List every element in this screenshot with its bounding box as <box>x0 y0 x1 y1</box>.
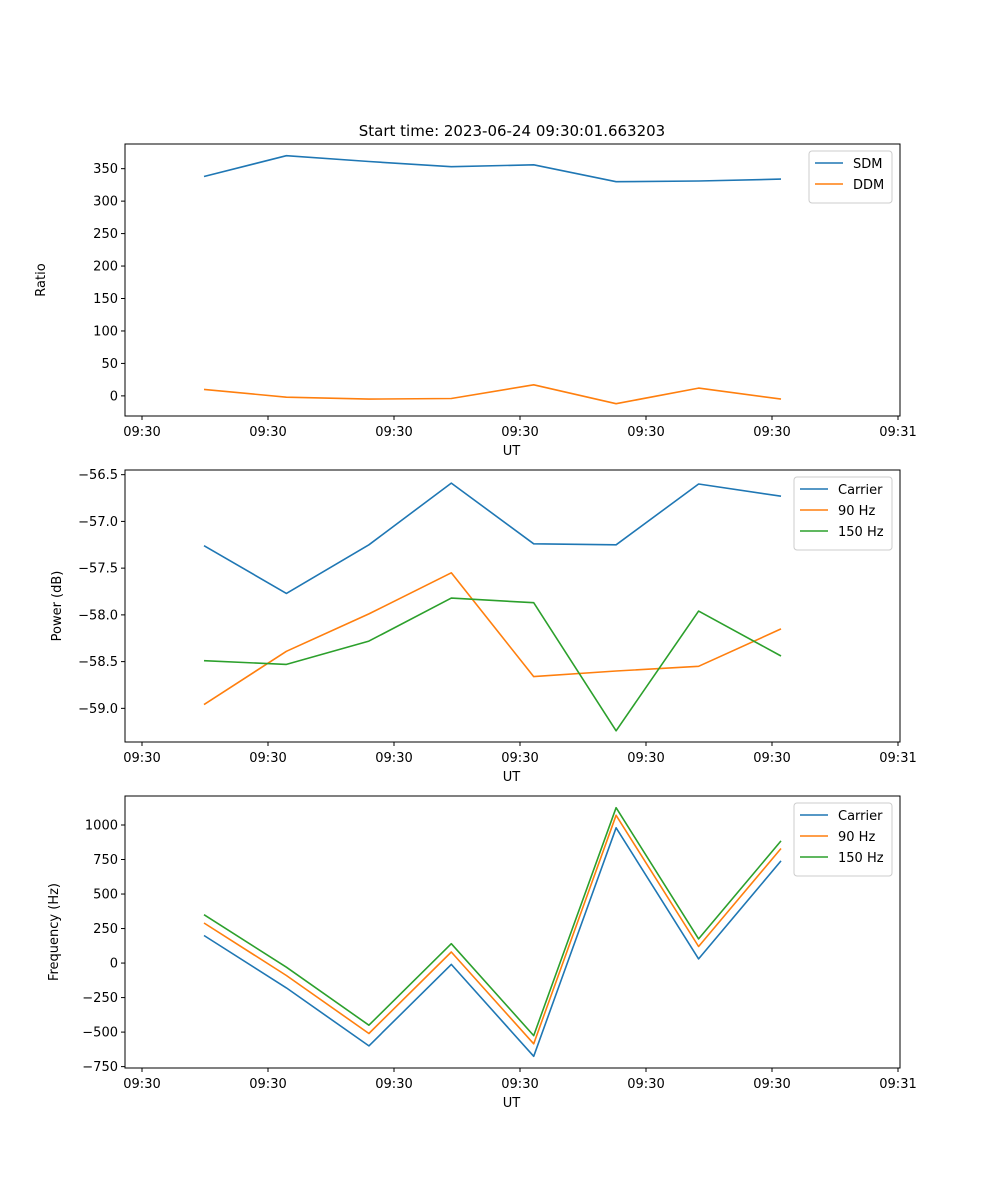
y-tick-label: −500 <box>82 1026 118 1041</box>
y-tick-label: −58.0 <box>78 608 118 623</box>
legend: SDM DDM <box>808 150 893 204</box>
axes-frame <box>124 143 901 417</box>
axes-frame <box>124 795 901 1069</box>
y-tick-label: −750 <box>82 1060 118 1075</box>
y-tick-label: 250 <box>93 922 118 937</box>
x-axis-label: UT <box>503 770 521 785</box>
panels: 09:30 09:30 09:30 09:30 09:30 09:30 09:31 0 50 10… <box>34 143 917 1111</box>
y-tick-label: −57.5 <box>78 562 118 577</box>
series-line-carrier <box>203 826 782 1058</box>
series-line-150-hz <box>203 806 782 1037</box>
x-tick-label: 09:30 <box>123 425 160 440</box>
y-tick-label: 0 <box>110 957 118 972</box>
y-tick-label: 750 <box>93 853 118 868</box>
y-tick-label: 0 <box>110 389 118 404</box>
x-tick-label: 09:31 <box>879 751 916 766</box>
legend-label: DDM <box>853 178 884 193</box>
series-line-carrier <box>203 482 782 595</box>
x-tick-label: 09:30 <box>249 425 286 440</box>
series-line-ddm <box>203 383 782 405</box>
y-axis-label: Power (dB) <box>50 571 65 642</box>
legend: Carrier 90 Hz 150 Hz <box>793 802 893 877</box>
legend-label: Carrier <box>838 483 883 498</box>
y-tick-label: 1000 <box>85 818 118 833</box>
y-tick-label: −57.0 <box>78 515 118 530</box>
x-tick-label: 09:30 <box>375 1077 412 1092</box>
x-tick-label: 09:30 <box>501 1077 538 1092</box>
x-tick-label: 09:30 <box>123 751 160 766</box>
x-tick-label: 09:31 <box>879 1077 916 1092</box>
x-tick-label: 09:30 <box>627 1077 664 1092</box>
x-tick-label: 09:30 <box>627 751 664 766</box>
legend-box <box>808 150 893 204</box>
legend-label: 90 Hz <box>838 830 875 845</box>
y-tick-label: −56.5 <box>78 468 118 483</box>
series-line-150-hz <box>203 597 782 732</box>
x-tick-label: 09:30 <box>249 1077 286 1092</box>
x-tick-label: 09:30 <box>249 751 286 766</box>
series-line-90-hz <box>203 814 782 1045</box>
axes-frame <box>124 469 901 743</box>
y-axis-label: Ratio <box>34 263 49 296</box>
y-tick-label: 100 <box>93 324 118 339</box>
legend: Carrier 90 Hz 150 Hz <box>793 476 893 551</box>
y-tick-label: −59.0 <box>78 702 118 717</box>
x-tick-label: 09:30 <box>627 425 664 440</box>
y-tick-label: 250 <box>93 227 118 242</box>
y-tick-label: 50 <box>101 357 118 372</box>
x-tick-label: 09:30 <box>501 425 538 440</box>
legend-label: 150 Hz <box>838 525 884 540</box>
x-tick-label: 09:30 <box>375 425 412 440</box>
x-axis-label: UT <box>503 1096 521 1111</box>
y-axis-label: Frequency (Hz) <box>47 883 62 981</box>
legend-label: 150 Hz <box>838 851 884 866</box>
legend-label: 90 Hz <box>838 504 875 519</box>
x-tick-label: 09:30 <box>753 425 790 440</box>
x-tick-label: 09:30 <box>753 751 790 766</box>
x-tick-label: 09:31 <box>879 425 916 440</box>
series-line-sdm <box>203 154 782 183</box>
x-axis-label: UT <box>503 444 521 459</box>
chart-panel-2: 09:30 09:30 09:30 09:30 09:30 09:30 09:31 −59.0… <box>50 468 917 785</box>
x-tick-label: 09:30 <box>375 751 412 766</box>
y-tick-label: 500 <box>93 888 118 903</box>
x-tick-label: 09:30 <box>501 751 538 766</box>
y-tick-label: 350 <box>93 162 118 177</box>
figure-title: Start time: 2023-06-24 09:30:01.663203 <box>359 122 665 140</box>
series-line-90-hz <box>203 571 782 706</box>
y-tick-label: −250 <box>82 991 118 1006</box>
y-tick-label: −58.5 <box>78 655 118 670</box>
chart-panel-3: 09:30 09:30 09:30 09:30 09:30 09:30 09:31 −750 −… <box>47 795 917 1111</box>
x-tick-label: 09:30 <box>123 1077 160 1092</box>
y-tick-label: 300 <box>93 195 118 210</box>
y-tick-label: 150 <box>93 292 118 307</box>
x-tick-label: 09:30 <box>753 1077 790 1092</box>
chart-panel-1: 09:30 09:30 09:30 09:30 09:30 09:30 09:31 0 50 10… <box>34 143 917 459</box>
legend-label: SDM <box>853 157 882 172</box>
y-tick-label: 200 <box>93 260 118 275</box>
legend-label: Carrier <box>838 809 883 824</box>
